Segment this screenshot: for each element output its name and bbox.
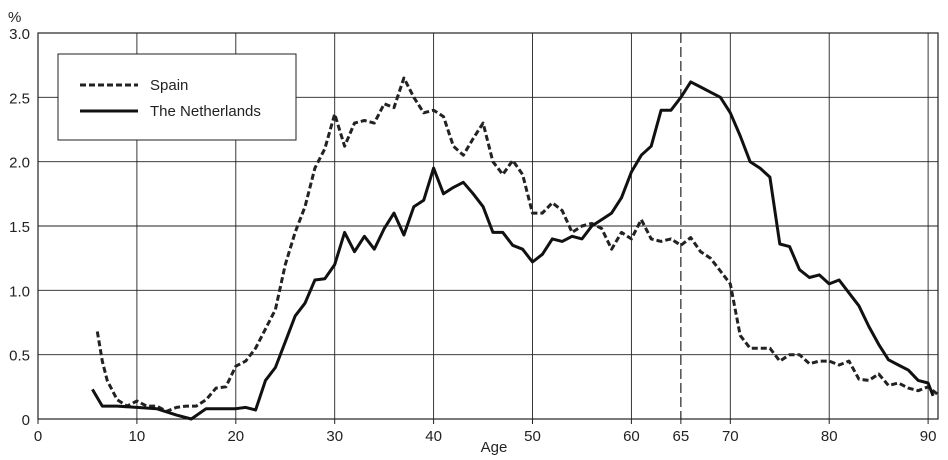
plot-frame	[37, 32, 939, 420]
y-tick-label: 0	[22, 412, 30, 429]
y-tick-label: 1.5	[9, 219, 30, 236]
y-tick-label: 2.5	[9, 90, 30, 107]
x-tick-label: 40	[425, 428, 442, 445]
x-axis-label: Age	[481, 439, 508, 455]
x-tick-label: 65	[673, 428, 690, 445]
y-tick-label: 3.0	[9, 26, 30, 43]
y-tick-label: 1.0	[9, 283, 30, 300]
y-tick-label: 0.5	[9, 348, 30, 365]
series	[91, 76, 939, 421]
y-axis-label: %	[8, 9, 21, 26]
x-tick-label: 90	[920, 428, 937, 445]
series-line-the-netherlands	[91, 80, 935, 421]
x-tick-label: 50	[524, 428, 541, 445]
x-tick-label: 60	[623, 428, 640, 445]
x-tick-label: 80	[821, 428, 838, 445]
x-tick-label: 30	[326, 428, 343, 445]
legend: Spain The Netherlands	[57, 53, 297, 141]
x-tick-label: 10	[129, 428, 146, 445]
legend-label-the-netherlands: The Netherlands	[150, 103, 261, 120]
x-tick-label: 0	[34, 428, 42, 445]
y-tick-label: 2.0	[9, 155, 30, 172]
x-tick-label: 70	[722, 428, 739, 445]
legend-box	[57, 53, 297, 141]
axes: 0 0.5 1.0 1.5 2.0 2.5 3.0 0 10 20 30 40 50 60 65 70 80 90…	[8, 9, 939, 456]
x-tick-label: 20	[227, 428, 244, 445]
legend-label-spain: Spain	[150, 77, 188, 94]
series-line-spain	[95, 76, 939, 413]
